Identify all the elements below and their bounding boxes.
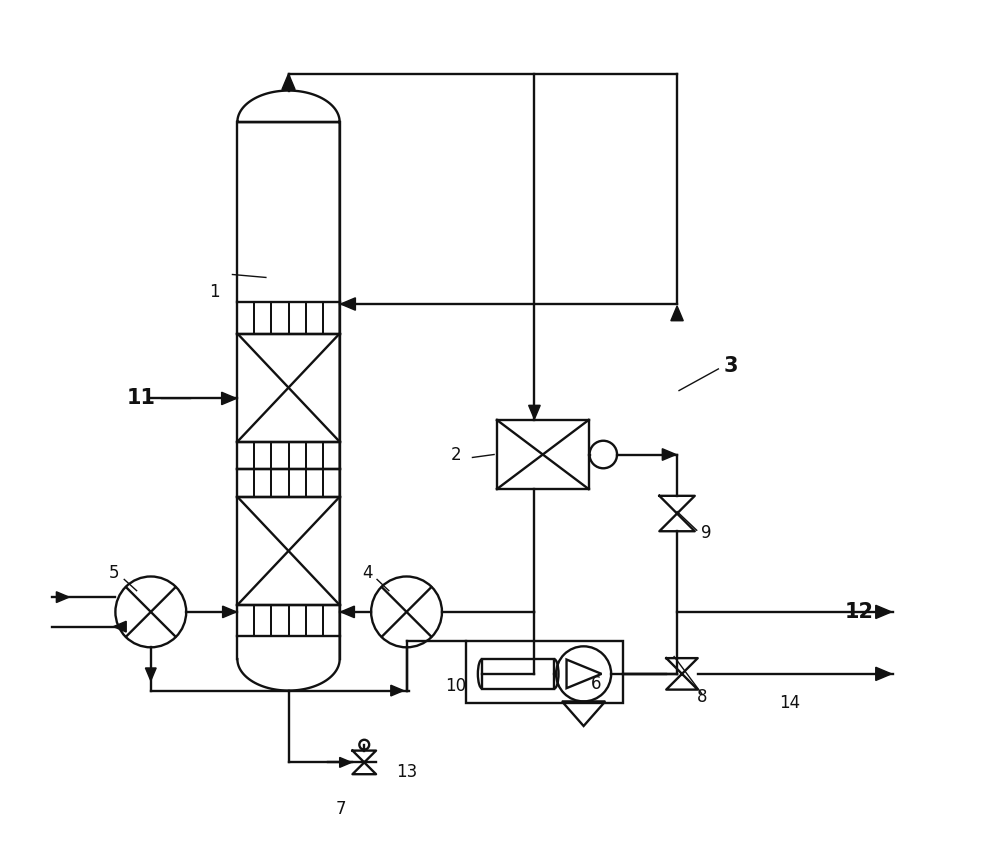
- Text: 6: 6: [591, 675, 602, 693]
- Text: 10: 10: [445, 677, 466, 694]
- Bar: [482, 659, 554, 688]
- Polygon shape: [876, 605, 891, 619]
- Text: 3: 3: [724, 356, 738, 376]
- Text: 14: 14: [780, 694, 801, 712]
- Polygon shape: [223, 606, 236, 618]
- Text: 13: 13: [396, 763, 417, 781]
- Text: 8: 8: [696, 688, 707, 706]
- Polygon shape: [340, 757, 351, 768]
- Polygon shape: [671, 306, 683, 320]
- Text: 4: 4: [362, 564, 372, 581]
- Text: 12: 12: [845, 602, 874, 622]
- Text: 5: 5: [109, 564, 120, 581]
- Polygon shape: [341, 606, 354, 618]
- Bar: [466, 642, 623, 704]
- Text: 7: 7: [335, 800, 346, 818]
- Text: 2: 2: [450, 445, 461, 463]
- Polygon shape: [876, 667, 891, 681]
- Polygon shape: [391, 685, 404, 696]
- Polygon shape: [282, 74, 295, 89]
- Polygon shape: [145, 668, 156, 681]
- Polygon shape: [56, 592, 69, 603]
- Text: 1: 1: [209, 283, 220, 301]
- Polygon shape: [529, 405, 540, 419]
- Polygon shape: [222, 392, 236, 405]
- Polygon shape: [662, 449, 676, 461]
- Polygon shape: [113, 621, 126, 632]
- Text: 9: 9: [701, 524, 712, 542]
- Text: 11: 11: [126, 388, 155, 409]
- Polygon shape: [341, 298, 355, 310]
